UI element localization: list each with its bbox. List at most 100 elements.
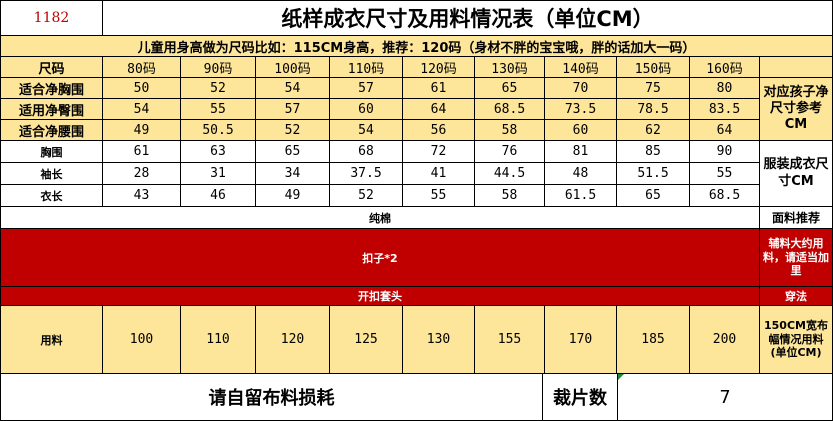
body-row-value-text: 75: [645, 80, 661, 96]
sheet-title-cell[interactable]: 纸样成衣尺寸及用料情况表（单位CM）: [103, 0, 833, 36]
garment-row-value[interactable]: 61.5: [545, 185, 617, 207]
garment-side-label[interactable]: 服装成衣尺寸CM: [760, 141, 833, 207]
garment-row-value[interactable]: 52: [330, 185, 403, 207]
size-header-6[interactable]: 130码: [475, 57, 545, 78]
garment-row-value[interactable]: 31: [181, 163, 256, 185]
fabric-value-cell[interactable]: 纯棉: [0, 207, 760, 229]
body-row-value[interactable]: 52: [256, 120, 330, 141]
body-row-value[interactable]: 54: [103, 99, 181, 120]
body-row-value[interactable]: 68.5: [475, 99, 545, 120]
garment-row-value[interactable]: 90: [690, 141, 760, 163]
body-row-value[interactable]: 49: [103, 120, 181, 141]
garment-row-value[interactable]: 34: [256, 163, 330, 185]
size-header-1[interactable]: 80码: [103, 57, 181, 78]
garment-row-value[interactable]: 55: [690, 163, 760, 185]
garment-row-value[interactable]: 48: [545, 163, 617, 185]
garment-row-value[interactable]: 43: [103, 185, 181, 207]
garment-row-value[interactable]: 51.5: [617, 163, 690, 185]
fabric-loss-note-cell[interactable]: 请自留布料损耗: [0, 374, 543, 421]
garment-row-label[interactable]: 胸围: [0, 141, 103, 163]
body-measurements-side-label[interactable]: 对应孩子净尺寸参考CM: [760, 78, 833, 141]
body-row-value[interactable]: 65: [475, 78, 545, 99]
body-row-value[interactable]: 64: [403, 99, 475, 120]
cut-pieces-value-cell[interactable]: 7: [618, 374, 833, 421]
usage-value[interactable]: 120: [256, 306, 330, 374]
body-row-value[interactable]: 57: [256, 99, 330, 120]
cut-pieces-label-cell[interactable]: 裁片数: [543, 374, 618, 421]
garment-row-value[interactable]: 58: [475, 185, 545, 207]
wearing-method-label-cell[interactable]: 穿法: [760, 287, 833, 306]
garment-row-value[interactable]: 65: [256, 141, 330, 163]
body-row-value[interactable]: 54: [330, 120, 403, 141]
body-row-value[interactable]: 60: [545, 120, 617, 141]
usage-value[interactable]: 100: [103, 306, 181, 374]
body-row-value[interactable]: 60: [330, 99, 403, 120]
size-header-7[interactable]: 140码: [545, 57, 617, 78]
size-header-2[interactable]: 90码: [181, 57, 256, 78]
garment-row-value[interactable]: 44.5: [475, 163, 545, 185]
garment-row-value[interactable]: 63: [181, 141, 256, 163]
garment-row-value-text: 65: [645, 188, 661, 203]
body-row-value[interactable]: 62: [617, 120, 690, 141]
body-row-value[interactable]: 70: [545, 78, 617, 99]
garment-row-value[interactable]: 28: [103, 163, 181, 185]
body-row-value[interactable]: 58: [475, 120, 545, 141]
body-row-value[interactable]: 80: [690, 78, 760, 99]
garment-row-value[interactable]: 55: [403, 185, 475, 207]
wearing-method-cell[interactable]: 开扣套头: [0, 287, 760, 306]
usage-value-text: 120: [280, 332, 305, 347]
body-row-value[interactable]: 64: [690, 120, 760, 141]
body-row-value[interactable]: 78.5: [617, 99, 690, 120]
size-header-5[interactable]: 120码: [403, 57, 475, 78]
body-row-value[interactable]: 52: [181, 78, 256, 99]
body-row-label[interactable]: 适合净腰围: [0, 120, 103, 141]
garment-row-value[interactable]: 81: [545, 141, 617, 163]
usage-value[interactable]: 200: [690, 306, 760, 374]
accessory-label-cell[interactable]: 辅料大约用料，请适当加里: [760, 229, 833, 287]
size-header-label[interactable]: 尺码: [0, 57, 103, 78]
fabric-label-cell[interactable]: 面料推荐: [760, 207, 833, 229]
usage-label-cell[interactable]: 用料: [0, 306, 103, 374]
body-row-label[interactable]: 适用净臀围: [0, 99, 103, 120]
garment-row-value[interactable]: 76: [475, 141, 545, 163]
usage-value[interactable]: 155: [475, 306, 545, 374]
garment-row-value[interactable]: 72: [403, 141, 475, 163]
garment-row-value[interactable]: 61: [103, 141, 181, 163]
garment-row-value[interactable]: 65: [617, 185, 690, 207]
garment-row-value[interactable]: 68.5: [690, 185, 760, 207]
style-code-cell[interactable]: 1182: [0, 0, 103, 36]
size-header-8[interactable]: 150码: [617, 57, 690, 78]
body-row-label[interactable]: 适合净胸围: [0, 78, 103, 99]
garment-row-value[interactable]: 37.5: [330, 163, 403, 185]
usage-value[interactable]: 170: [545, 306, 617, 374]
garment-row-label[interactable]: 袖长: [0, 163, 103, 185]
usage-value[interactable]: 130: [403, 306, 475, 374]
usage-value[interactable]: 185: [617, 306, 690, 374]
accessory-value-cell[interactable]: 扣子*2: [0, 229, 760, 287]
garment-row-value[interactable]: 41: [403, 163, 475, 185]
garment-row-value[interactable]: 49: [256, 185, 330, 207]
body-row-value-text: 64: [430, 101, 447, 117]
garment-row-value[interactable]: 85: [617, 141, 690, 163]
body-row-value[interactable]: 56: [403, 120, 475, 141]
body-row-value[interactable]: 73.5: [545, 99, 617, 120]
body-row-value[interactable]: 50.5: [181, 120, 256, 141]
size-header-9[interactable]: 160码: [690, 57, 760, 78]
usage-value[interactable]: 110: [181, 306, 256, 374]
size-header-4[interactable]: 110码: [330, 57, 403, 78]
size-header-blank[interactable]: [760, 57, 833, 78]
body-row-value[interactable]: 83.5: [690, 99, 760, 120]
garment-row-value[interactable]: 68: [330, 141, 403, 163]
usage-side-label[interactable]: 150CM宽布幅情况用料(单位CM): [760, 306, 833, 374]
body-row-value[interactable]: 57: [330, 78, 403, 99]
size-header-3[interactable]: 100码: [256, 57, 330, 78]
body-row-value[interactable]: 50: [103, 78, 181, 99]
body-row-value[interactable]: 54: [256, 78, 330, 99]
usage-value[interactable]: 125: [330, 306, 403, 374]
size-advice-cell[interactable]: 儿童用身高做为尺码比如：115CM身高，推荐：120码（身材不胖的宝宝哦，胖的话…: [0, 36, 833, 57]
garment-row-label[interactable]: 衣长: [0, 185, 103, 207]
garment-row-value[interactable]: 46: [181, 185, 256, 207]
body-row-value[interactable]: 75: [617, 78, 690, 99]
body-row-value[interactable]: 55: [181, 99, 256, 120]
body-row-value[interactable]: 61: [403, 78, 475, 99]
